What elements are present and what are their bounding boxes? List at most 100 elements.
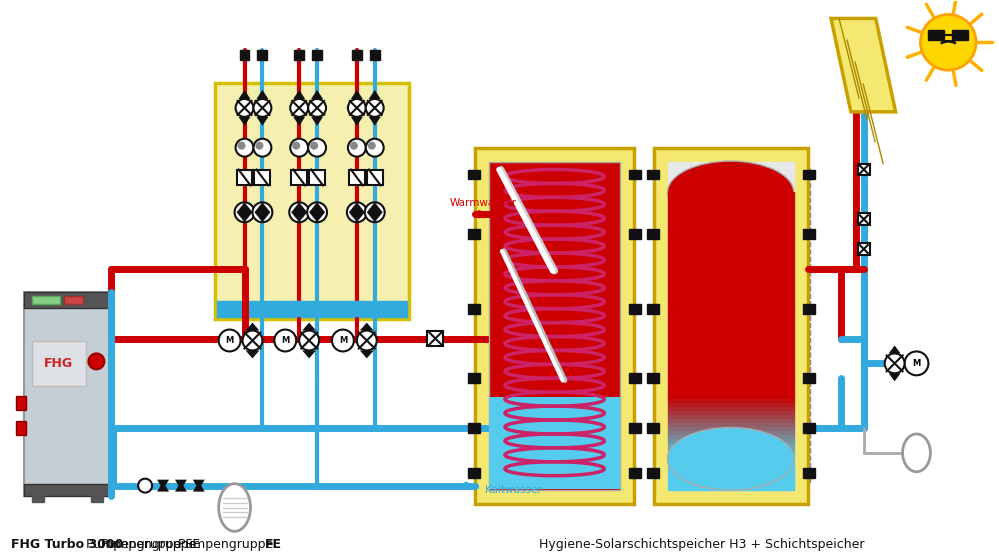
Bar bbox=[258, 51, 268, 60]
Polygon shape bbox=[302, 350, 316, 359]
Bar bbox=[647, 468, 659, 478]
Circle shape bbox=[257, 143, 263, 149]
Circle shape bbox=[235, 203, 255, 222]
Polygon shape bbox=[239, 117, 251, 126]
Bar bbox=[629, 468, 641, 478]
Bar bbox=[668, 399, 794, 403]
Polygon shape bbox=[257, 90, 269, 99]
Bar bbox=[647, 229, 659, 239]
Bar bbox=[24, 292, 111, 496]
Bar bbox=[647, 304, 659, 314]
Circle shape bbox=[219, 330, 241, 351]
Circle shape bbox=[308, 99, 326, 117]
Bar bbox=[647, 169, 659, 179]
Bar bbox=[24, 292, 111, 307]
Polygon shape bbox=[292, 203, 307, 222]
Polygon shape bbox=[360, 350, 374, 359]
Bar bbox=[803, 468, 815, 478]
Polygon shape bbox=[309, 203, 325, 222]
Circle shape bbox=[357, 331, 377, 350]
Ellipse shape bbox=[902, 434, 930, 472]
Polygon shape bbox=[217, 301, 407, 317]
Text: FHG Turbo 3000: FHG Turbo 3000 bbox=[11, 538, 124, 551]
Circle shape bbox=[291, 99, 308, 117]
Bar bbox=[668, 427, 794, 431]
Polygon shape bbox=[237, 203, 253, 222]
Bar bbox=[858, 243, 870, 255]
Polygon shape bbox=[311, 90, 323, 99]
Bar bbox=[647, 374, 659, 384]
Polygon shape bbox=[367, 203, 383, 222]
Ellipse shape bbox=[667, 161, 794, 224]
Bar bbox=[629, 304, 641, 314]
Polygon shape bbox=[239, 90, 251, 99]
Bar bbox=[490, 162, 620, 490]
Bar bbox=[469, 468, 481, 478]
Circle shape bbox=[332, 330, 354, 351]
Bar bbox=[803, 229, 815, 239]
Bar bbox=[240, 51, 250, 60]
Polygon shape bbox=[889, 345, 900, 354]
Bar bbox=[668, 403, 794, 407]
Circle shape bbox=[347, 203, 367, 222]
Bar bbox=[237, 169, 253, 185]
Text: Pumpengruppe: Pumpengruppe bbox=[101, 538, 200, 551]
Circle shape bbox=[291, 139, 308, 157]
Bar bbox=[32, 493, 44, 502]
Bar bbox=[629, 169, 641, 179]
Bar bbox=[428, 331, 444, 346]
Bar bbox=[629, 423, 641, 433]
Polygon shape bbox=[157, 480, 169, 490]
Bar bbox=[469, 304, 481, 314]
Bar bbox=[668, 411, 794, 415]
Bar bbox=[217, 301, 407, 317]
Bar bbox=[476, 148, 634, 503]
Ellipse shape bbox=[219, 483, 251, 531]
Bar bbox=[370, 51, 380, 60]
Text: Pumpengruppe FE: Pumpengruppe FE bbox=[86, 538, 200, 551]
Bar bbox=[668, 395, 794, 399]
Circle shape bbox=[236, 99, 254, 117]
Bar bbox=[629, 374, 641, 384]
Circle shape bbox=[348, 139, 366, 157]
Bar bbox=[647, 423, 659, 433]
Bar bbox=[16, 396, 26, 410]
Circle shape bbox=[308, 139, 326, 157]
Bar bbox=[803, 304, 815, 314]
Text: Pumpengruppe: Pumpengruppe bbox=[178, 538, 277, 551]
Polygon shape bbox=[255, 203, 271, 222]
Bar bbox=[629, 229, 641, 239]
Bar bbox=[668, 419, 794, 423]
Bar bbox=[952, 31, 968, 41]
Bar bbox=[668, 193, 794, 395]
Polygon shape bbox=[349, 203, 365, 222]
Bar bbox=[668, 455, 794, 490]
Text: M: M bbox=[226, 336, 234, 345]
Bar bbox=[292, 169, 307, 185]
Bar bbox=[64, 296, 84, 304]
Text: FHG: FHG bbox=[44, 357, 73, 370]
Bar bbox=[309, 169, 325, 185]
Circle shape bbox=[366, 99, 384, 117]
Polygon shape bbox=[302, 322, 316, 331]
Polygon shape bbox=[831, 18, 896, 112]
Circle shape bbox=[239, 143, 245, 149]
Polygon shape bbox=[157, 482, 169, 492]
Circle shape bbox=[290, 203, 309, 222]
Polygon shape bbox=[889, 374, 900, 381]
Bar bbox=[668, 415, 794, 419]
Polygon shape bbox=[369, 90, 381, 99]
Bar bbox=[668, 423, 794, 427]
Bar bbox=[490, 397, 620, 488]
Polygon shape bbox=[246, 350, 260, 359]
Circle shape bbox=[307, 203, 327, 222]
Circle shape bbox=[369, 143, 375, 149]
Polygon shape bbox=[257, 117, 269, 126]
Polygon shape bbox=[369, 117, 381, 126]
Circle shape bbox=[311, 143, 317, 149]
Polygon shape bbox=[351, 117, 363, 126]
Bar bbox=[858, 213, 870, 225]
Circle shape bbox=[253, 203, 273, 222]
Polygon shape bbox=[351, 90, 363, 99]
Bar bbox=[469, 374, 481, 384]
